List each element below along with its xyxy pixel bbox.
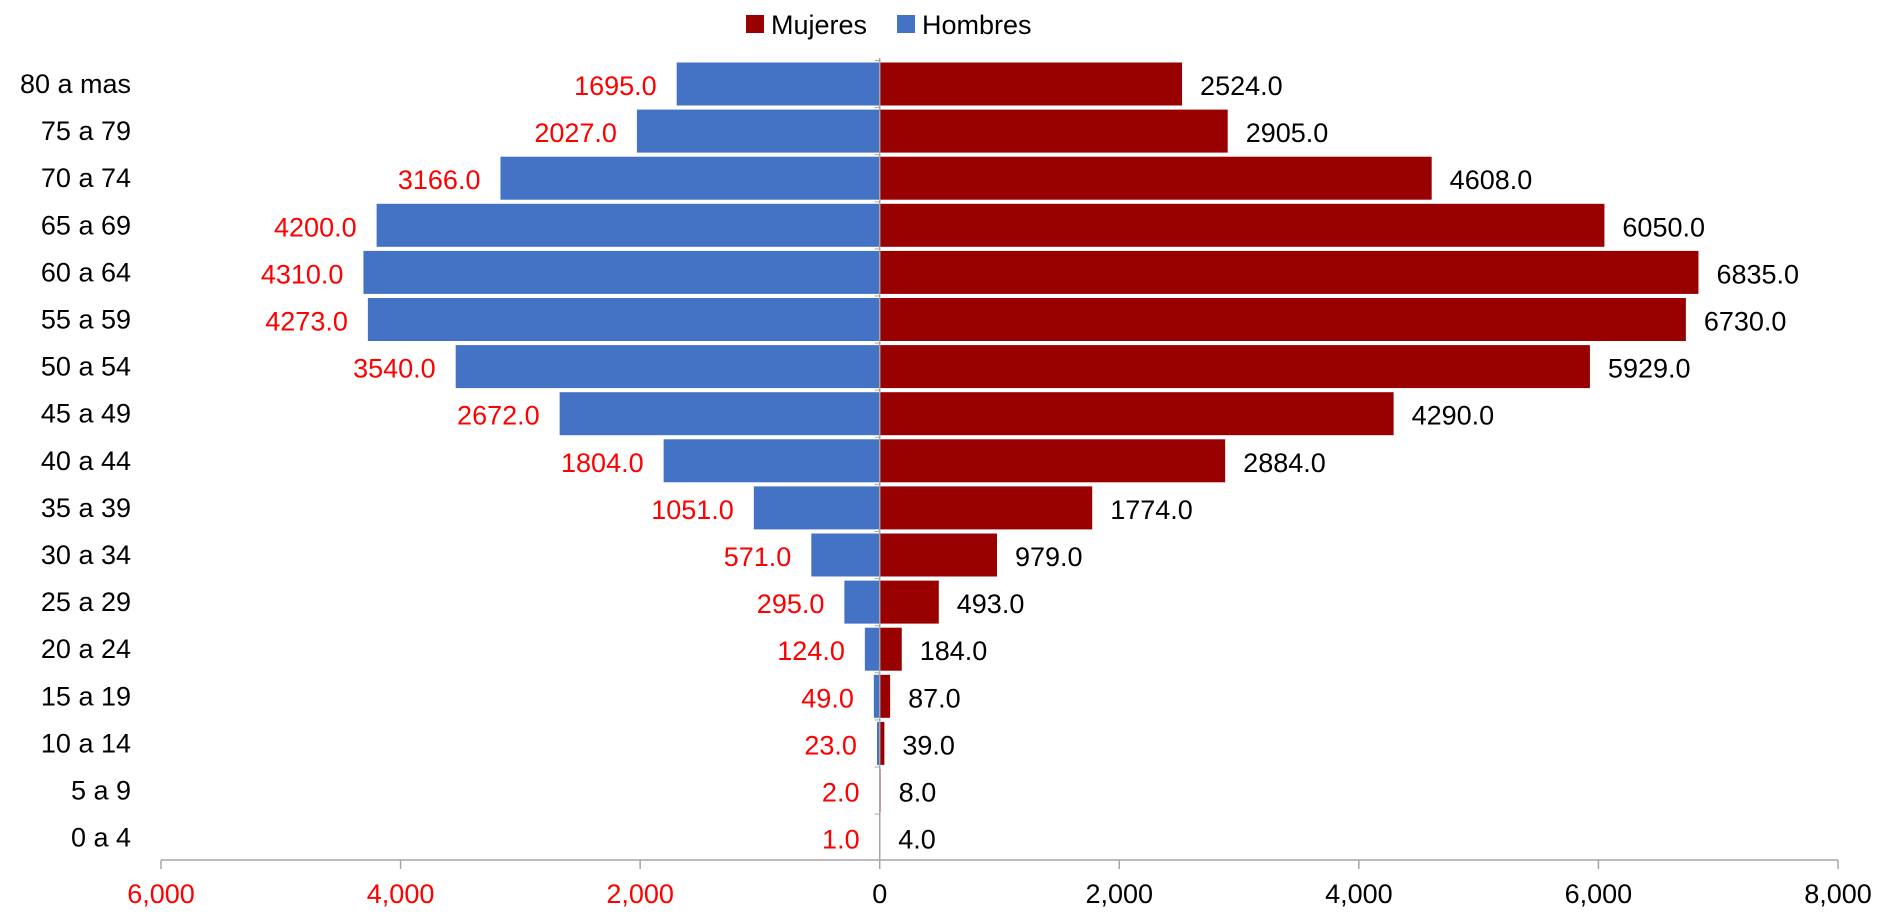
bar-mujeres <box>880 157 1432 200</box>
x-tick-label: 6,000 <box>127 879 195 909</box>
data-label-hombres: 1804.0 <box>561 448 644 478</box>
bar-hombres <box>560 392 880 435</box>
y-tick-label: 60 a 64 <box>41 257 131 287</box>
data-label-hombres: 3540.0 <box>353 354 436 384</box>
bar-mujeres <box>880 110 1228 153</box>
data-label-hombres: 2027.0 <box>534 118 617 148</box>
data-label-mujeres: 184.0 <box>920 636 988 666</box>
bar-hombres <box>377 204 880 247</box>
bar-mujeres <box>880 486 1092 529</box>
bar-hombres <box>874 675 880 718</box>
bar-mujeres <box>880 345 1590 388</box>
data-label-mujeres: 493.0 <box>957 589 1025 619</box>
y-tick-label: 35 a 39 <box>41 493 131 523</box>
data-label-mujeres: 4290.0 <box>1412 401 1495 431</box>
bar-hombres <box>664 439 880 482</box>
data-label-hombres: 4273.0 <box>265 307 348 337</box>
data-label-mujeres: 2905.0 <box>1246 118 1329 148</box>
bar-hombres <box>368 298 880 341</box>
data-label-hombres: 295.0 <box>757 589 825 619</box>
bar-mujeres <box>880 628 902 671</box>
y-tick-label: 45 a 49 <box>41 399 131 429</box>
data-label-hombres: 49.0 <box>801 683 854 713</box>
y-tick-label: 40 a 44 <box>41 446 131 476</box>
data-label-mujeres: 39.0 <box>902 730 955 760</box>
bar-hombres <box>500 157 879 200</box>
x-tick-label: 4,000 <box>1325 879 1393 909</box>
bar-hombres <box>363 251 879 294</box>
legend-label: Mujeres <box>771 10 867 40</box>
legend-swatch <box>746 15 764 33</box>
y-tick-label: 5 a 9 <box>71 776 131 806</box>
bar-mujeres <box>880 63 1182 106</box>
legend-swatch <box>897 15 915 33</box>
data-label-mujeres: 6730.0 <box>1704 307 1787 337</box>
data-label-hombres: 124.0 <box>777 636 845 666</box>
data-label-mujeres: 2524.0 <box>1200 71 1283 101</box>
data-label-hombres: 571.0 <box>724 542 792 572</box>
bar-hombres <box>456 345 880 388</box>
x-tick-label: 8,000 <box>1804 879 1872 909</box>
data-label-mujeres: 4608.0 <box>1450 165 1533 195</box>
y-tick-label: 0 a 4 <box>71 823 131 853</box>
data-label-mujeres: 2884.0 <box>1243 448 1326 478</box>
bar-mujeres <box>880 534 997 577</box>
y-tick-label: 15 a 19 <box>41 681 131 711</box>
y-tick-label: 65 a 69 <box>41 210 131 240</box>
bar-mujeres <box>880 204 1605 247</box>
y-tick-label: 10 a 14 <box>41 728 131 758</box>
data-label-hombres: 23.0 <box>804 730 857 760</box>
data-label-mujeres: 5929.0 <box>1608 354 1691 384</box>
y-tick-label: 55 a 59 <box>41 305 131 335</box>
bar-mujeres <box>880 251 1699 294</box>
bar-mujeres <box>880 298 1686 341</box>
data-label-mujeres: 6050.0 <box>1622 212 1705 242</box>
y-tick-label: 70 a 74 <box>41 163 131 193</box>
y-tick-label: 80 a mas <box>20 69 131 99</box>
bar-hombres <box>844 581 879 624</box>
bar-hombres <box>677 63 880 106</box>
x-tick-label: 4,000 <box>367 879 435 909</box>
y-tick-label: 20 a 24 <box>41 634 131 664</box>
legend-label: Hombres <box>922 10 1032 40</box>
data-label-hombres: 2.0 <box>822 778 860 808</box>
y-tick-label: 30 a 34 <box>41 540 131 570</box>
bar-hombres <box>811 534 879 577</box>
x-tick-label: 2,000 <box>1085 879 1153 909</box>
data-label-hombres: 2672.0 <box>457 401 540 431</box>
data-label-hombres: 1051.0 <box>651 495 734 525</box>
bar-mujeres <box>880 581 939 624</box>
data-label-mujeres: 6835.0 <box>1716 259 1799 289</box>
bar-mujeres <box>880 439 1225 482</box>
bar-mujeres <box>880 675 890 718</box>
data-label-hombres: 4200.0 <box>274 212 357 242</box>
bar-hombres <box>865 628 880 671</box>
data-label-mujeres: 4.0 <box>898 825 936 855</box>
y-tick-label: 75 a 79 <box>41 116 131 146</box>
data-label-hombres: 1695.0 <box>574 71 657 101</box>
x-tick-label: 0 <box>872 879 887 909</box>
x-tick-label: 2,000 <box>606 879 674 909</box>
y-tick-label: 50 a 54 <box>41 352 131 382</box>
bar-mujeres <box>880 392 1394 435</box>
data-label-hombres: 1.0 <box>822 825 860 855</box>
y-tick-label: 25 a 29 <box>41 587 131 617</box>
data-label-mujeres: 979.0 <box>1015 542 1083 572</box>
bar-hombres <box>754 486 880 529</box>
data-label-mujeres: 1774.0 <box>1110 495 1193 525</box>
data-label-mujeres: 87.0 <box>908 683 961 713</box>
x-tick-label: 6,000 <box>1565 879 1633 909</box>
bar-hombres <box>637 110 880 153</box>
data-label-hombres: 3166.0 <box>398 165 481 195</box>
data-label-mujeres: 8.0 <box>899 778 937 808</box>
data-label-hombres: 4310.0 <box>261 259 344 289</box>
